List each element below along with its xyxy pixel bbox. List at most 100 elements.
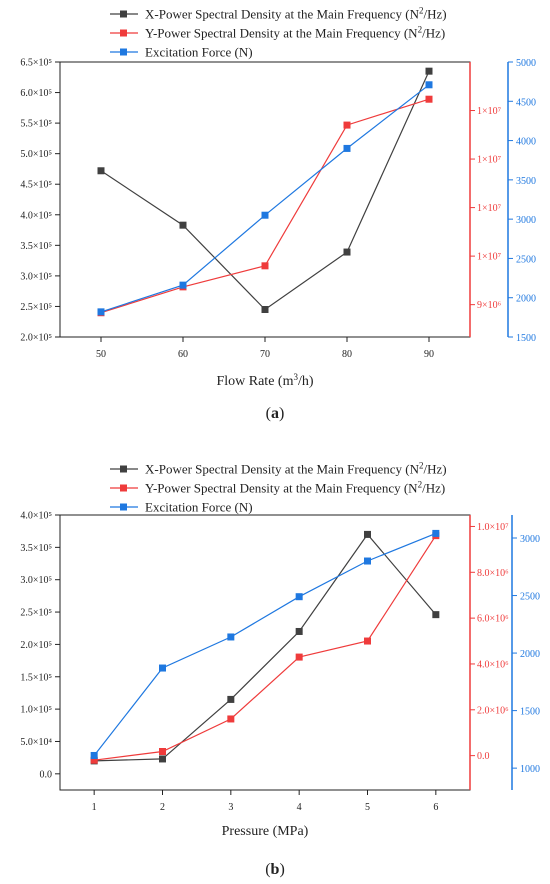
left-axis-tick-label: 1.5×10⁵ (20, 672, 52, 683)
left-axis-tick-label: 0.0 (40, 769, 53, 780)
right-axis-1-tick-label: 9×10⁶ (477, 300, 502, 311)
left-axis-tick-label: 3.5×10⁵ (20, 543, 52, 554)
data-point-x (295, 627, 303, 635)
legend-entry-f: Excitation Force (N) (145, 500, 253, 515)
x-axis-tick-label: 70 (260, 349, 270, 360)
x-axis-tick-label: 60 (178, 349, 188, 360)
data-point-f (90, 751, 98, 759)
data-point-x (227, 695, 235, 703)
data-point-f (295, 593, 303, 601)
right-axis-2-tick-label: 5000 (516, 58, 536, 69)
right-axis-2-tick-label: 1500 (520, 707, 540, 718)
legend-entry-y: Y-Power Spectral Density at the Main Fre… (145, 25, 445, 41)
right-axis-1-tick-label: 6.0×10⁶ (477, 614, 509, 625)
data-point-f (179, 281, 187, 289)
x-axis-tick-label: 2 (160, 802, 165, 813)
x-axis-tick-label: 80 (342, 349, 352, 360)
x-axis-tick-label: 50 (96, 349, 106, 360)
data-point-f (432, 529, 440, 537)
left-axis-tick-label: 4.0×10⁵ (20, 210, 52, 221)
series-line-y (100, 98, 430, 314)
left-axis-tick-label: 4.0×10⁵ (20, 511, 52, 522)
data-point-x (432, 611, 440, 619)
legend-marker-f (120, 503, 127, 511)
x-axis-tick-label: 90 (424, 349, 434, 360)
legend-marker-x (120, 10, 127, 18)
chart-panel-b: X-Power Spectral Density at the Main Fre… (20, 461, 540, 879)
x-axis-tick-label: 6 (433, 802, 438, 813)
left-axis-tick-label: 6.0×10⁵ (20, 88, 52, 99)
right-axis-1-tick-label: 0.0 (477, 751, 490, 762)
legend-entry-x: X-Power Spectral Density at the Main Fre… (145, 6, 447, 22)
series-line-x (100, 70, 430, 311)
legend-entry-y: Y-Power Spectral Density at the Main Fre… (145, 480, 445, 496)
left-axis-tick-label: 2.0×10⁵ (20, 640, 52, 651)
data-point-x (97, 167, 105, 175)
right-axis-1-tick-label: 8.0×10⁶ (477, 568, 509, 579)
data-point-f (364, 557, 371, 565)
right-axis-2-tick-label: 3000 (516, 215, 536, 226)
left-axis-tick-label: 2.5×10⁵ (20, 608, 52, 619)
legend-marker-y (120, 484, 127, 492)
left-axis-tick-label: 3.0×10⁵ (20, 575, 52, 586)
left-axis-tick-label: 4.5×10⁵ (20, 180, 52, 191)
series-line-f (100, 84, 430, 313)
x-axis-tick-label: 4 (297, 802, 302, 813)
series-line-y (94, 535, 437, 761)
left-axis-tick-label: 1.0×10⁵ (20, 705, 52, 716)
legend-entry-x: X-Power Spectral Density at the Main Fre… (145, 461, 447, 477)
right-axis-1-tick-label: 1×10⁷ (477, 203, 502, 214)
left-axis-tick-label: 6.5×10⁵ (20, 58, 52, 69)
data-point-f (343, 144, 351, 152)
x-axis-title: Flow Rate (m3/h) (216, 372, 313, 389)
panel-label: (b) (265, 861, 285, 878)
right-axis-2-tick-label: 2000 (520, 649, 540, 660)
data-point-f (159, 664, 166, 672)
legend: X-Power Spectral Density at the Main Fre… (110, 6, 447, 60)
x-axis-tick-label: 3 (228, 802, 233, 813)
data-point-f (425, 81, 433, 89)
plot-frame (59, 514, 471, 791)
data-point-f (261, 211, 269, 219)
data-point-y (295, 653, 303, 661)
right-axis-2-tick-label: 4500 (516, 97, 536, 108)
left-axis-tick-label: 3.0×10⁵ (20, 271, 52, 282)
left-axis-tick-label: 2.0×10⁵ (20, 333, 52, 344)
right-axis-2-tick-label: 1000 (520, 764, 540, 775)
data-point-x (159, 755, 166, 763)
left-axis-tick-label: 2.5×10⁵ (20, 302, 52, 313)
x-axis-tick-label: 1 (92, 802, 97, 813)
data-point-x (261, 306, 269, 313)
series-line-x (94, 533, 437, 762)
legend-marker-x (120, 465, 127, 473)
right-axis-2-tick-label: 3500 (516, 176, 536, 187)
x-axis-title: Pressure (MPa) (222, 824, 309, 839)
right-axis-2-tick-label: 4000 (516, 137, 536, 148)
right-axis-2-tick-label: 1500 (516, 333, 536, 344)
panel-label: (a) (266, 405, 285, 422)
right-axis-1-tick-label: 1.0×10⁷ (477, 522, 509, 533)
data-point-x (364, 530, 371, 538)
right-axis-1-tick-label: 1×10⁷ (477, 252, 502, 263)
data-point-y (364, 637, 371, 645)
right-axis-2-tick-label: 2500 (516, 254, 536, 265)
x-axis-tick-label: 5 (365, 802, 370, 813)
right-axis-1-tick-label: 2.0×10⁶ (477, 705, 509, 716)
legend: X-Power Spectral Density at the Main Fre… (110, 461, 447, 515)
legend-marker-f (120, 48, 127, 56)
right-axis-1-tick-label: 4.0×10⁶ (477, 659, 509, 670)
data-point-f (97, 308, 105, 316)
data-point-f (227, 633, 235, 641)
legend-marker-y (120, 29, 127, 37)
right-axis-2-tick-label: 2000 (516, 294, 536, 305)
data-point-y (425, 95, 433, 103)
left-axis-tick-label: 5.5×10⁵ (20, 119, 52, 130)
data-point-y (343, 121, 351, 129)
series-line-f (93, 532, 437, 756)
data-point-y (90, 756, 98, 764)
right-axis-1-tick-label: 1×10⁷ (477, 155, 502, 166)
legend-entry-f: Excitation Force (N) (145, 45, 253, 60)
right-axis-1-tick-label: 1×10⁷ (477, 106, 502, 117)
plot-frame (59, 61, 471, 338)
